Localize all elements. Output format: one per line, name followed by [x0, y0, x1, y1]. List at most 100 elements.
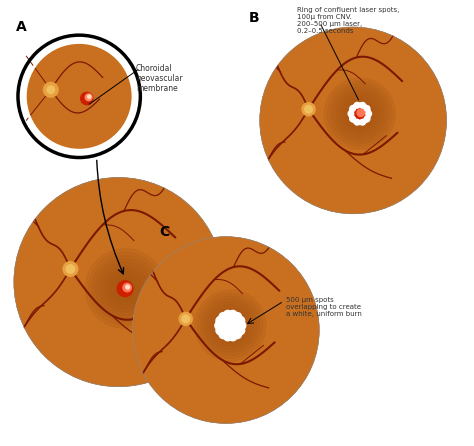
Circle shape [167, 272, 284, 388]
Circle shape [191, 295, 261, 365]
Circle shape [66, 230, 171, 334]
Circle shape [24, 188, 213, 376]
Circle shape [99, 262, 152, 315]
Circle shape [186, 290, 265, 370]
Circle shape [74, 238, 163, 326]
Circle shape [29, 193, 208, 371]
Circle shape [264, 31, 442, 210]
Circle shape [84, 248, 153, 316]
Circle shape [55, 219, 182, 345]
Circle shape [281, 48, 426, 193]
Circle shape [88, 95, 91, 98]
Circle shape [205, 309, 247, 351]
Circle shape [352, 110, 354, 112]
Circle shape [349, 103, 371, 124]
Circle shape [170, 274, 282, 386]
Circle shape [182, 285, 270, 375]
Circle shape [348, 111, 354, 116]
Circle shape [217, 321, 235, 339]
Circle shape [48, 211, 189, 353]
Circle shape [95, 259, 142, 306]
Circle shape [210, 314, 242, 347]
Circle shape [85, 249, 165, 329]
Circle shape [214, 318, 237, 342]
Text: B: B [248, 11, 259, 25]
Circle shape [221, 326, 230, 334]
Circle shape [195, 290, 266, 361]
Circle shape [353, 108, 355, 111]
Circle shape [146, 250, 305, 409]
Circle shape [354, 103, 360, 108]
Circle shape [69, 232, 168, 332]
Circle shape [160, 264, 292, 396]
Circle shape [144, 248, 308, 412]
Circle shape [290, 57, 416, 184]
Circle shape [353, 117, 355, 119]
Circle shape [217, 313, 244, 339]
Circle shape [193, 297, 259, 363]
Circle shape [14, 177, 223, 387]
Circle shape [16, 180, 221, 384]
Circle shape [299, 66, 407, 174]
Circle shape [135, 239, 317, 421]
Circle shape [354, 107, 356, 109]
Circle shape [332, 99, 374, 141]
Circle shape [237, 322, 246, 330]
Circle shape [364, 116, 370, 122]
Circle shape [27, 190, 210, 374]
Circle shape [361, 106, 363, 108]
Circle shape [364, 106, 370, 112]
Circle shape [346, 113, 360, 128]
Circle shape [105, 269, 145, 309]
Circle shape [179, 283, 273, 377]
Circle shape [151, 255, 301, 405]
Circle shape [304, 71, 402, 169]
Circle shape [236, 317, 245, 325]
Circle shape [363, 107, 365, 109]
Circle shape [79, 243, 158, 322]
Circle shape [215, 322, 223, 330]
Circle shape [348, 116, 358, 125]
Circle shape [224, 332, 232, 341]
Circle shape [137, 241, 315, 419]
Circle shape [283, 50, 423, 190]
Circle shape [360, 103, 365, 108]
Circle shape [182, 315, 190, 322]
Circle shape [216, 326, 224, 334]
Circle shape [21, 185, 216, 379]
Circle shape [81, 92, 93, 105]
Circle shape [325, 92, 381, 149]
Circle shape [188, 293, 264, 368]
Circle shape [356, 120, 359, 122]
Circle shape [359, 105, 361, 107]
Circle shape [361, 120, 363, 122]
Circle shape [85, 94, 92, 101]
Circle shape [212, 308, 248, 343]
Circle shape [273, 41, 433, 200]
Circle shape [201, 296, 260, 355]
Circle shape [366, 112, 368, 115]
Circle shape [44, 83, 58, 97]
Circle shape [354, 119, 356, 121]
Circle shape [158, 262, 294, 398]
Circle shape [318, 85, 388, 156]
Circle shape [212, 316, 240, 344]
Circle shape [313, 81, 393, 160]
Circle shape [148, 253, 303, 407]
Circle shape [366, 111, 372, 116]
Circle shape [219, 323, 233, 337]
Circle shape [108, 272, 129, 293]
Circle shape [207, 311, 245, 349]
Circle shape [309, 76, 398, 165]
Text: C: C [159, 225, 169, 239]
Circle shape [324, 78, 395, 149]
Text: Ring of confluent laser spots,
100μ from CNV.
200–500 μm laser,
0.2–0.5 seconds: Ring of confluent laser spots, 100μ from… [297, 7, 400, 34]
Circle shape [344, 111, 363, 130]
Circle shape [139, 244, 312, 417]
Circle shape [210, 305, 251, 347]
Circle shape [103, 266, 134, 298]
Circle shape [102, 265, 148, 312]
Circle shape [359, 120, 361, 122]
Circle shape [76, 240, 161, 324]
Circle shape [132, 236, 319, 424]
